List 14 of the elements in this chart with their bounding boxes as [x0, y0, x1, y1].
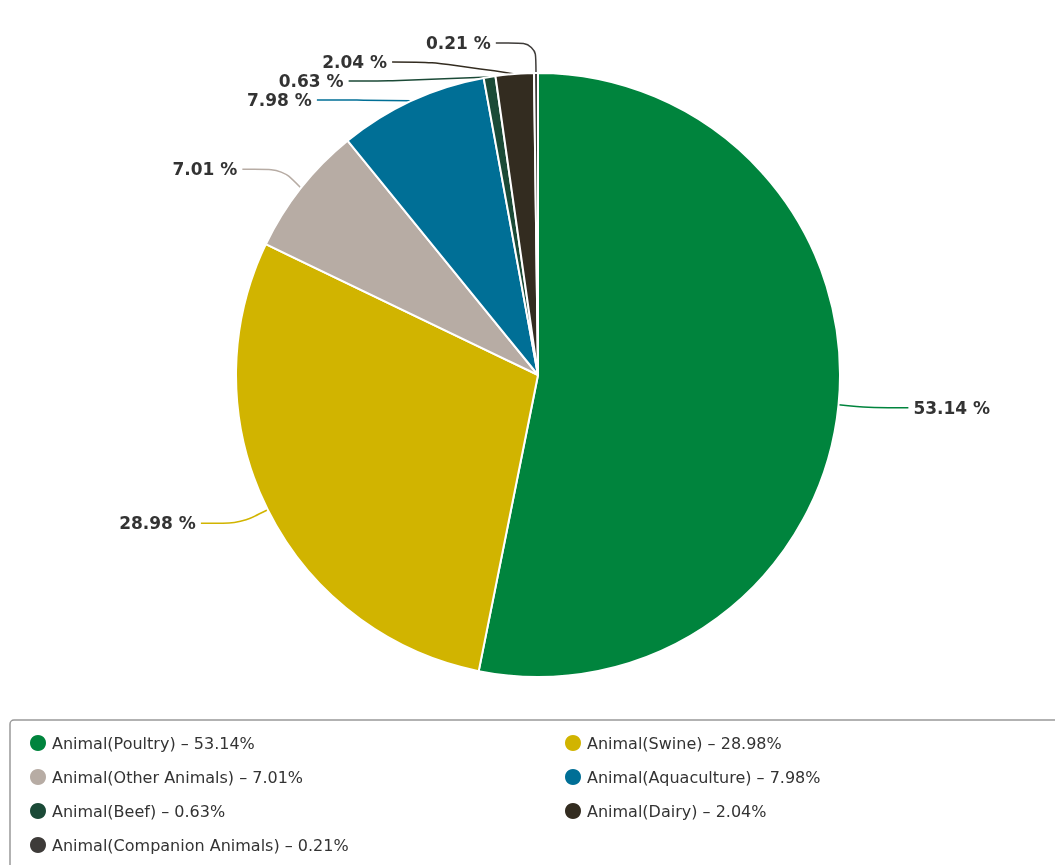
data-label: 0.63 % — [278, 71, 344, 92]
legend-label: Animal(Beef) – 0.63% — [52, 801, 226, 821]
data-label: 0.21 % — [425, 33, 491, 54]
data-label: 28.98 % — [119, 513, 196, 534]
legend-label: Animal(Aquaculture) – 7.98% — [587, 767, 821, 787]
data-label: 53.14 % — [913, 397, 991, 418]
legend-label: Animal(Companion Animals) – 0.21% — [52, 835, 349, 855]
data-label: 7.01 % — [172, 159, 238, 180]
legend-label: Animal(Dairy) – 2.04% — [587, 801, 767, 821]
legend-label: Animal(Other Animals) – 7.01% — [52, 767, 304, 787]
legend-label: Animal(Poultry) – 53.14% — [52, 733, 255, 753]
data-label: 2.04 % — [322, 52, 388, 73]
legend-label: Animal(Swine) – 28.98% — [587, 733, 782, 753]
data-label: 7.98 % — [246, 90, 312, 111]
